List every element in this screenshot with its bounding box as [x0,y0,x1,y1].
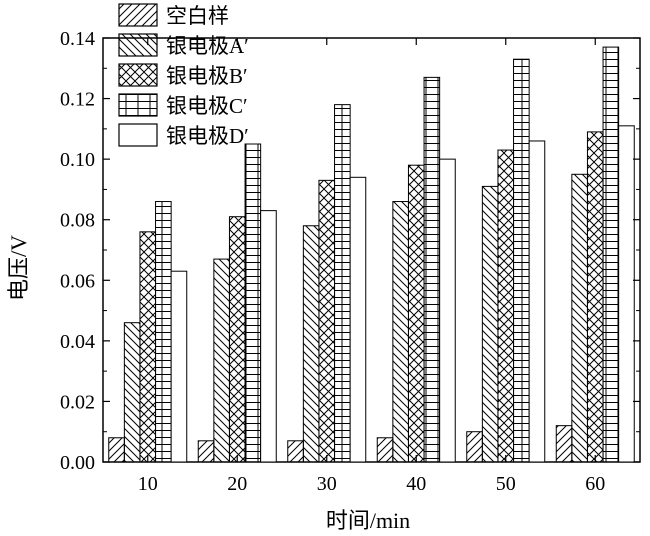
y-tick-label: 0.04 [60,331,95,353]
bar [497,149,515,463]
bar [439,158,456,463]
bar [407,164,425,463]
y-tick-label: 0.06 [60,270,95,292]
legend-swatch [118,3,158,27]
y-tick-label: 0.12 [60,89,95,111]
y-axis-title: 电压/V [6,235,31,301]
y-tick-label: 0.02 [60,391,95,413]
bar [618,125,635,463]
legend-label: 银电极B′ [166,64,248,88]
legend-swatch [118,93,158,117]
bar [244,143,262,463]
bar [481,185,499,463]
bar [571,173,588,463]
bar [586,131,604,463]
legend-label: 空白样 [166,4,229,28]
bar [170,270,188,463]
legend-label: 银电极A′ [166,34,249,58]
legend-swatch [118,63,158,87]
x-tick-label: 60 [585,473,605,495]
bar [123,322,141,463]
bar [318,179,336,463]
bar [228,216,246,463]
bars-layer [108,46,635,463]
bar [302,225,320,463]
bar [334,104,351,463]
x-tick-label: 40 [406,473,426,495]
y-tick-label: 0.10 [60,149,95,171]
bar [260,210,277,463]
bar [197,440,215,463]
bar [155,201,172,463]
legend-swatch [118,123,158,147]
bar [108,437,125,463]
x-tick-label: 30 [317,473,337,495]
bar [139,231,157,463]
x-tick-label: 10 [138,473,158,495]
bar [423,76,441,463]
bar [513,58,530,463]
bar [213,258,230,463]
x-axis-title: 时间/min [326,508,410,533]
bar [349,176,367,463]
legend-swatch [118,33,158,57]
x-tick-label: 50 [496,473,516,495]
axes-layer: 0.00 0.02 0.04 0.06 0.08 0.10 0.12 0.14 10 20 30 40… [60,28,640,495]
x-tick-label: 20 [227,473,247,495]
y-tick-label: 0.08 [60,210,95,232]
bar [287,440,304,463]
bar [392,201,409,463]
legend-label: 银电极C′ [166,94,248,118]
bar [602,46,620,463]
bar [528,140,546,463]
bar [466,431,483,463]
y-tick-label: 0.00 [60,452,95,474]
bar [376,437,394,463]
bar [555,425,573,463]
legend-label: 银电极D′ [166,124,249,148]
y-tick-label: 0.14 [60,28,95,50]
